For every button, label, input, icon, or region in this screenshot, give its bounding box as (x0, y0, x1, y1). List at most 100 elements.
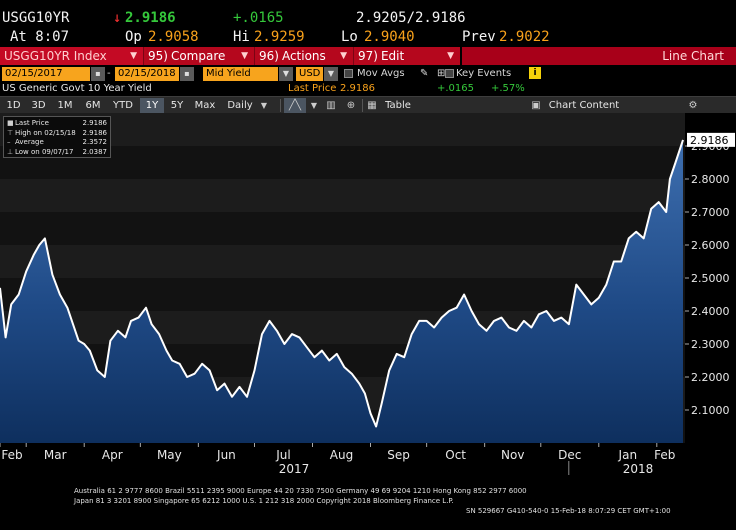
bid-ask: 2.9205/2.9186 (356, 10, 466, 26)
toolbar-separator (362, 99, 363, 112)
last-price-label: Last Price (288, 83, 337, 94)
calendar-icon[interactable]: ▪ (180, 67, 194, 81)
x-tick-label: May (157, 448, 182, 462)
compare-button[interactable]: 95) Compare ▼ (143, 47, 254, 65)
y-tick-label: 2.5000 (691, 272, 730, 285)
x-tick-label: Sep (387, 448, 410, 462)
x-tick-label: Jul (275, 448, 290, 462)
zoom-icon[interactable]: ⊕ (346, 100, 356, 111)
options-row: 02/15/2017 ▪ - 02/15/2018 ▪ Mid Yield ▼ … (0, 66, 736, 82)
quote-time: At 8:07 (10, 29, 70, 45)
gear-icon[interactable]: ⚙ (688, 100, 698, 111)
bar-chart-icon[interactable]: ▥ (326, 100, 336, 111)
year-label: 2018 (623, 462, 654, 475)
low-marker-icon: ⊥ (7, 147, 14, 156)
range-ytd-button[interactable]: YTD (113, 100, 133, 111)
mov-avgs-label: Mov Avgs (357, 68, 405, 79)
annotation-icon[interactable]: ⊞ (437, 68, 446, 79)
yield-line (0, 139, 684, 428)
security-description: US Generic Govt 10 Year Yield (2, 83, 152, 94)
quote-row-1: USGG10YR ↓ 2.9186 +.0165 2.9205/2.9186 (0, 10, 736, 26)
range-6m-button[interactable]: 6M (85, 100, 101, 111)
range-1m-button[interactable]: 1M (57, 100, 73, 111)
quote-row-2: At 8:07 Op 2.9058 Hi 2.9259 Lo 2.9040 Pr… (0, 29, 736, 45)
x-tick-label: Feb (1, 448, 22, 462)
frequency-select[interactable]: Daily (227, 100, 253, 111)
x-tick-label: Feb (654, 448, 675, 462)
low-value: 2.9040 (364, 29, 415, 45)
net-change: +.0165 (233, 10, 284, 26)
x-tick-label: Nov (501, 448, 524, 462)
footer-contacts-2: Japan 81 3 3201 8900 Singapore 65 6212 1… (74, 497, 454, 505)
chevron-down-icon: ▼ (130, 51, 137, 61)
security-name: USGG10YR Index (4, 49, 107, 63)
security-field[interactable]: USGG10YR Index ▼ (0, 47, 143, 65)
edit-button[interactable]: 97) Edit ▼ (353, 47, 460, 65)
y-tick-label: 2.1000 (691, 404, 730, 417)
view-type[interactable]: Line Chart (460, 47, 736, 65)
function-bar: USGG10YR Index ▼ 95) Compare ▼ 96) Actions… (0, 47, 736, 65)
field-select[interactable]: Mid Yield (203, 67, 278, 81)
ticker: USGG10YR (2, 10, 70, 26)
chevron-down-icon[interactable]: ▼ (310, 101, 318, 110)
high-label: Hi (233, 29, 250, 45)
chart-legend: ■Last Price 2.9186 ⊤ High on 02/15/18 2.918… (3, 116, 111, 158)
x-tick-label: Aug (330, 448, 353, 462)
calendar-icon[interactable]: ▪ (91, 67, 105, 81)
chevron-down-icon: ▼ (241, 51, 248, 61)
last-price-value: 2.9186 (340, 83, 375, 94)
year-label: 2017 (279, 462, 310, 475)
y-tick-label: 2.4000 (691, 305, 730, 318)
prev-label: Prev (462, 29, 496, 45)
grid-band (0, 278, 685, 311)
y-tick-label: 2.7000 (691, 206, 730, 219)
table-icon[interactable]: ▦ (367, 100, 377, 111)
open-label: Op (125, 29, 142, 45)
pencil-icon[interactable]: ✎ (420, 68, 429, 79)
grid-band (0, 212, 685, 245)
chevron-down-icon: ▼ (340, 51, 347, 61)
description-row: US Generic Govt 10 Year Yield Last Price… (0, 82, 736, 96)
range-3d-button[interactable]: 3D (31, 100, 46, 111)
range-max-button[interactable]: Max (194, 100, 216, 111)
change-value: +.0165 (437, 83, 475, 94)
start-date-field[interactable]: 02/15/2017 (2, 67, 90, 81)
last-price-marker-icon: ■ (7, 119, 14, 127)
toolbar-separator (280, 99, 281, 112)
end-date-field[interactable]: 02/15/2018 (115, 67, 179, 81)
yield-chart[interactable]: 2.1000 2.2000 2.3000 2.4000 2.5000 2.6000 2.70… (0, 113, 736, 475)
yield-area (0, 139, 683, 443)
line-chart-icon[interactable]: ╱╲ (284, 98, 306, 113)
chevron-down-icon[interactable]: ▼ (324, 67, 338, 81)
chevron-down-icon[interactable]: ▼ (279, 67, 293, 81)
table-button[interactable]: Table (385, 100, 411, 111)
chevron-down-icon: ▼ (447, 51, 454, 61)
chart-content-icon[interactable]: ▣ (531, 100, 541, 111)
footer-session: SN 529667 G410-540-0 15-Feb-18 8:07:29 C… (466, 507, 671, 515)
key-events-checkbox[interactable] (445, 69, 454, 78)
grid-band (0, 179, 685, 212)
legend-row-high: ⊤ High on 02/15/18 2.9186 (7, 128, 107, 137)
last-value-marker (687, 132, 735, 147)
range-1d-button[interactable]: 1D (6, 100, 21, 111)
footer-contacts-1: Australia 61 2 9777 8600 Brazil 5511 239… (74, 487, 527, 495)
x-tick-label: Apr (102, 448, 123, 462)
x-tick-label: Mar (44, 448, 67, 462)
footer: Australia 61 2 9777 8600 Brazil 5511 239… (0, 486, 736, 516)
actions-button[interactable]: 96) Actions ▼ (254, 47, 353, 65)
key-events-label: Key Events (456, 68, 512, 79)
prev-value: 2.9022 (499, 29, 550, 45)
currency-select[interactable]: USD (296, 67, 323, 81)
info-icon[interactable]: i (529, 67, 541, 79)
legend-row-average: – Average 2.3572 (7, 138, 107, 146)
last-price: 2.9186 (125, 10, 176, 26)
range-5y-button[interactable]: 5Y (170, 100, 184, 111)
y-tick-label: 2.2000 (691, 371, 730, 384)
chart-content-button[interactable]: Chart Content (548, 100, 620, 111)
down-arrow-icon: ↓ (113, 10, 122, 26)
range-1y-button[interactable]: 1Y (140, 98, 164, 113)
mov-avgs-checkbox[interactable] (344, 69, 353, 78)
low-label: Lo (341, 29, 358, 45)
legend-row-low: ⊥ Low on 09/07/17 2.0387 (7, 147, 107, 156)
chevron-down-icon[interactable]: ▼ (260, 101, 268, 110)
